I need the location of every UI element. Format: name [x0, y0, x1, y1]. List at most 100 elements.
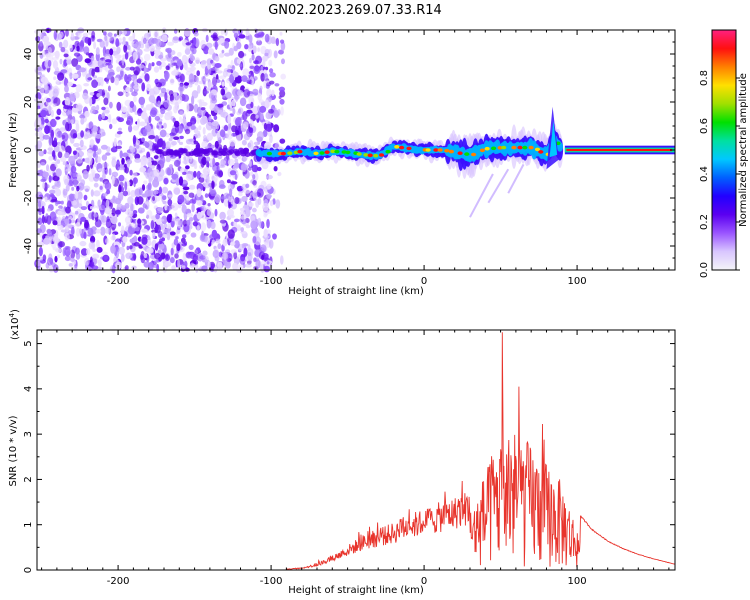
noise-speck: [109, 36, 114, 41]
noise-speck: [109, 101, 113, 109]
noise-speck: [204, 193, 209, 198]
noise-speck: [59, 145, 65, 153]
noise-speck: [248, 70, 254, 75]
noise-speck: [49, 211, 57, 221]
noise-speck: [171, 140, 177, 146]
noise-speck: [73, 142, 80, 148]
noise-speck: [163, 177, 169, 185]
noise-speck: [55, 248, 62, 253]
ridge-hotspot: [491, 146, 497, 151]
noise-speck: [229, 101, 233, 109]
noise-speck: [143, 180, 148, 185]
noise-speck: [263, 213, 268, 218]
noise-speck: [71, 73, 79, 79]
noise-speck: [238, 63, 243, 68]
noise-speck: [110, 76, 115, 84]
ridge-hotspot: [501, 145, 507, 150]
noise-speck: [254, 229, 260, 239]
noise-speck: [159, 238, 163, 245]
noise-speck: [43, 84, 48, 91]
noise-speck: [218, 53, 225, 58]
noise-speck: [236, 90, 244, 97]
noise-speck: [71, 186, 75, 191]
noise-speck: [70, 257, 75, 262]
noise-speck: [79, 240, 87, 247]
noise-speck: [170, 60, 174, 68]
noise-speck: [227, 184, 234, 192]
noise-speck: [141, 184, 146, 191]
noise-speck: [158, 186, 162, 195]
noise-speck: [224, 40, 230, 49]
noise-speck: [42, 171, 49, 178]
noise-speck: [131, 172, 138, 178]
noise-speck: [121, 157, 125, 165]
noise-speck: [230, 198, 235, 205]
ridge-hotspot: [330, 149, 336, 154]
noise-speck: [88, 241, 96, 250]
noise-speck: [64, 232, 70, 241]
spectrogram-x-ticks: -200 -100 0 100: [41, 30, 670, 287]
noise-speck: [153, 66, 160, 73]
noise-speck: [158, 54, 164, 60]
noise-speck: [225, 249, 231, 254]
noise-speck: [219, 211, 226, 221]
noise-speck: [59, 58, 63, 65]
noise-speck: [182, 186, 190, 191]
noise-speck: [55, 168, 62, 177]
noise-speck: [217, 261, 223, 271]
noise-speck: [132, 31, 136, 40]
noise-speck: [263, 265, 270, 273]
noise-speck: [243, 133, 251, 141]
noise-speck: [266, 88, 272, 98]
noise-speck: [95, 154, 99, 164]
noise-speck: [197, 109, 203, 116]
noise-speck: [45, 53, 51, 58]
noise-speck: [132, 51, 138, 62]
noise-speck: [208, 93, 215, 99]
noise-speck: [194, 81, 199, 86]
noise-speck: [47, 257, 54, 266]
noise-speck: [169, 164, 173, 169]
noise-speck: [52, 103, 57, 107]
noise-speck: [208, 116, 212, 122]
noise-speck: [144, 142, 150, 148]
noise-speck: [229, 170, 237, 176]
noise-speck: [188, 138, 195, 142]
noise-speck: [54, 186, 59, 192]
colorbar-frame: [711, 29, 737, 271]
noise-speck: [116, 46, 121, 55]
noise-speck: [207, 203, 211, 207]
noise-speck: [200, 222, 207, 232]
noise-speck: [61, 132, 69, 142]
noise-speck: [207, 260, 211, 270]
noise-speck: [44, 118, 49, 124]
noise-speck: [255, 259, 261, 269]
noise-speck: [134, 111, 138, 115]
ridge-hotspot: [479, 148, 485, 153]
noise-speck: [163, 122, 167, 129]
noise-speck: [266, 174, 273, 180]
noise-speck: [235, 129, 240, 136]
noise-speck: [226, 179, 231, 184]
noise-speck: [70, 165, 77, 174]
noise-speck: [102, 109, 110, 114]
noise-speck: [177, 220, 183, 226]
ridge-hotspot: [280, 151, 286, 156]
noise-speck: [248, 202, 254, 207]
noise-speck: [172, 36, 179, 41]
noise-speck: [268, 108, 274, 114]
noise-speck: [141, 228, 148, 233]
noise-speck: [214, 208, 218, 217]
noise-speck: [261, 254, 265, 261]
noise-speck: [79, 67, 86, 73]
noise-speck: [37, 217, 43, 225]
noise-speck: [53, 30, 57, 40]
ridge-hotspot: [437, 148, 443, 152]
noise-speck: [156, 263, 160, 273]
ridge-hotspot: [534, 147, 541, 152]
noise-speck: [255, 114, 259, 119]
noise-speck: [79, 139, 84, 148]
noise-speck: [247, 252, 252, 257]
noise-speck: [56, 254, 61, 259]
noise-speck: [55, 116, 61, 120]
